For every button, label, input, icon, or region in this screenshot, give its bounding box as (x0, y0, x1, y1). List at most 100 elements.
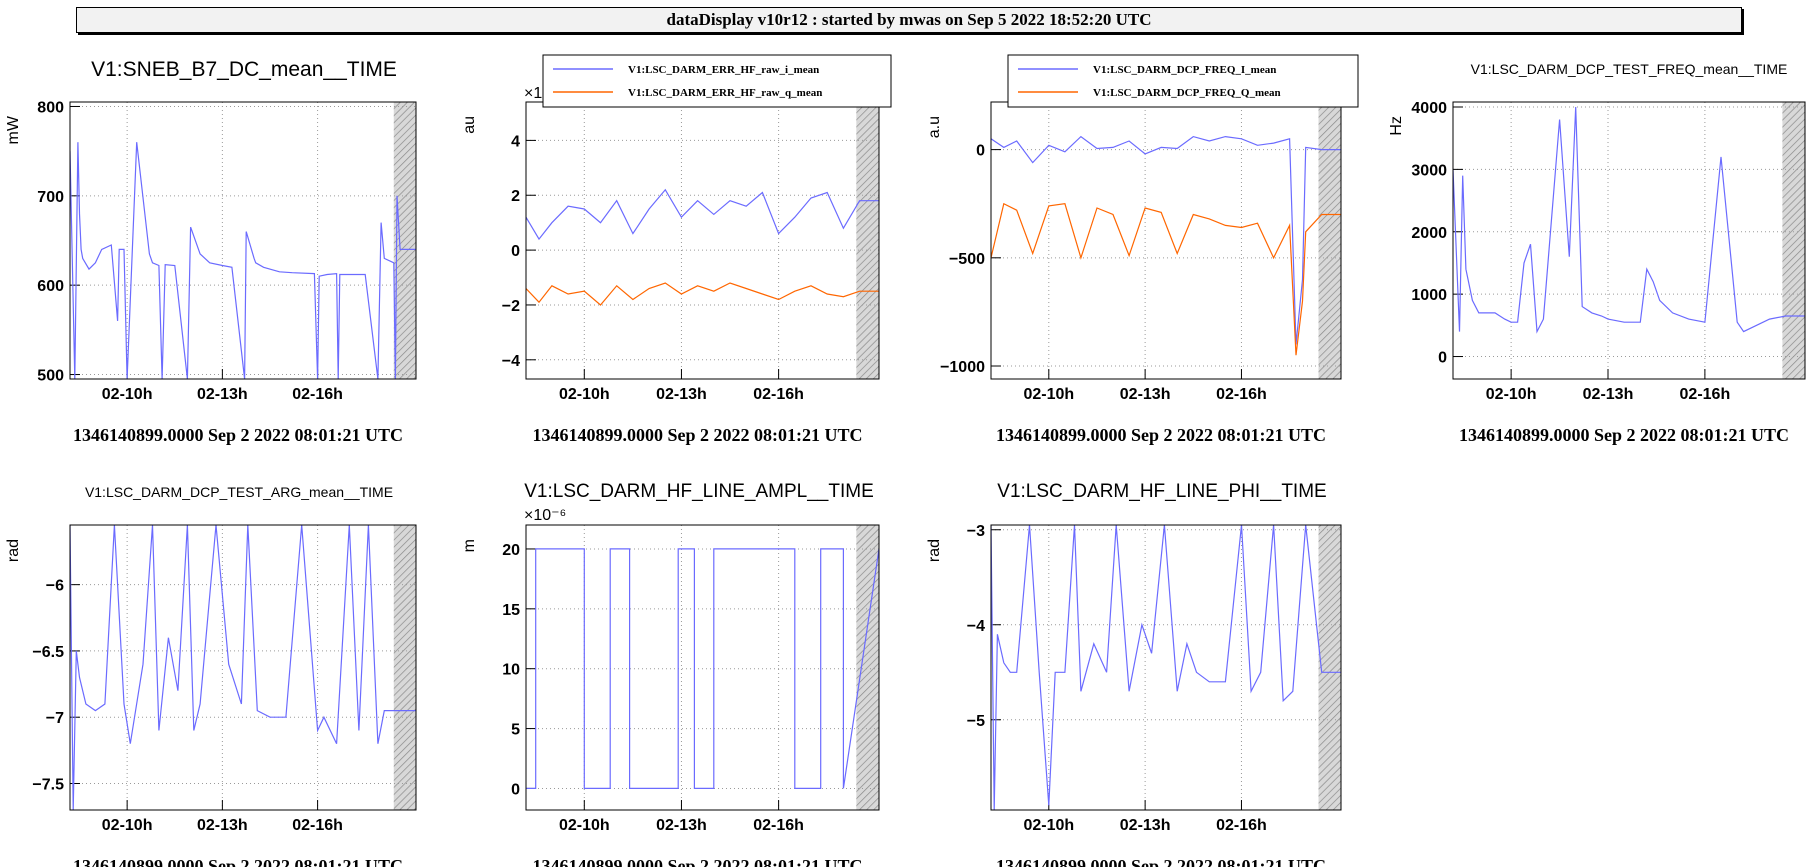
chart-title: V1:LSC_DARM_HF_LINE_PHI__TIME (997, 481, 1326, 502)
x-tick-label: 02-10h (102, 817, 153, 834)
y-axis-label: au (461, 116, 478, 134)
y-tick-label: 0 (976, 143, 985, 160)
x-tick-label: 02-16h (1216, 817, 1267, 834)
chart-panel-3: −1000 −500 0 02-10h 02-13h 02-16h a.u V1:LSC_DA… (926, 54, 1359, 445)
timestamp-footer: 1346140899.0000 Sep 2 2022 08:01:21 UTC (996, 856, 1326, 867)
y-tick-label: −3 (967, 523, 985, 540)
timestamp-footer: 1346140899.0000 Sep 2 2022 08:01:21 UTC (532, 425, 862, 445)
x-tick-label: 02-16h (292, 817, 343, 834)
y-tick-label: 2000 (1411, 225, 1447, 242)
y-tick-label: −500 (949, 251, 985, 268)
y-tick-label: 0 (1438, 350, 1447, 367)
chart-panel-6: 0 5 10 15 20 02-10h 02-13h 02-16h m ×10⁻⁶ V1:LSC_D… (461, 481, 880, 867)
y-axis-label: m (461, 539, 478, 552)
y-axis-label: a.u (926, 116, 943, 138)
y-tick-label: 500 (37, 368, 64, 385)
x-tick-label: 02-13h (1120, 817, 1171, 834)
y-tick-label: 4000 (1411, 100, 1447, 117)
y-tick-label: 800 (37, 99, 64, 116)
y-tick-label: 20 (502, 542, 520, 559)
y-tick-label: −6 (46, 578, 64, 595)
y-tick-label: −7.5 (32, 776, 64, 793)
y-tick-label: −4 (502, 353, 520, 370)
y-tick-label: −6.5 (32, 644, 64, 661)
axis-exponent: ×10⁻⁶ (524, 507, 566, 524)
timestamp-footer: 1346140899.0000 Sep 2 2022 08:01:21 UTC (73, 856, 403, 867)
y-tick-label: −1000 (940, 359, 985, 376)
y-tick-label: −5 (967, 713, 985, 730)
y-tick-label: 15 (502, 602, 520, 619)
x-tick-label: 02-13h (197, 386, 248, 403)
x-tick-label: 02-10h (559, 386, 610, 403)
timestamp-footer: 1346140899.0000 Sep 2 2022 08:01:21 UTC (1459, 425, 1789, 445)
no-data-region (393, 102, 416, 379)
y-tick-label: 0 (511, 243, 520, 260)
y-tick-label: −4 (967, 618, 985, 635)
x-tick-label: 02-10h (102, 386, 153, 403)
y-tick-label: 10 (502, 662, 520, 679)
y-axis-label: mW (5, 115, 22, 144)
y-axis-label: rad (926, 539, 943, 562)
legend-entry: V1:LSC_DARM_ERR_HF_raw_i_mean (628, 64, 819, 76)
axis-exponent: ×1 (524, 85, 542, 102)
plot-frame (1452, 101, 1806, 380)
x-tick-label: 02-13h (656, 817, 707, 834)
legend: V1:LSC_DARM_ERR_HF_raw_i_mean V1:LSC_DARM… (542, 54, 892, 108)
chart-panel-5: −7.5 −7 −6.5 −6 02-10h 02-13h 02-16h rad V1:LSC_… (5, 484, 417, 867)
timestamp-footer: 1346140899.0000 Sep 2 2022 08:01:21 UTC (532, 856, 862, 867)
x-tick-label: 02-10h (1023, 386, 1074, 403)
y-tick-label: 2 (511, 188, 520, 205)
no-data-region (393, 525, 416, 810)
plot-area (526, 525, 879, 810)
plot-frame (69, 524, 417, 811)
plot-area (991, 525, 1341, 810)
series-line-2 (991, 202, 1341, 356)
chart-title: V1:LSC_DARM_DCP_TEST_ARG_mean__TIME (85, 484, 393, 500)
y-tick-label: 700 (37, 189, 64, 206)
legend: V1:LSC_DARM_DCP_FREQ_I_mean V1:LSC_DARM_D… (1007, 54, 1359, 108)
timestamp-footer: 1346140899.0000 Sep 2 2022 08:01:21 UTC (996, 425, 1326, 445)
plot-area (991, 102, 1341, 379)
no-data-region (856, 102, 879, 379)
plot-area (70, 102, 416, 379)
plot-area (526, 102, 879, 379)
y-axis-label: Hz (1388, 116, 1405, 136)
plot-area (1453, 102, 1805, 379)
chart-panel-1: 500 600 700 800 02-10h 02-13h 02-16h mW V1:SNEB_… (5, 58, 417, 445)
x-tick-label: 02-13h (1120, 386, 1171, 403)
chart-title: V1:LSC_DARM_HF_LINE_AMPL__TIME (524, 481, 874, 502)
y-tick-label: −2 (502, 298, 520, 315)
x-tick-label: 02-16h (292, 386, 343, 403)
x-tick-label: 02-16h (1216, 386, 1267, 403)
display-banner: dataDisplay v10r12 : started by mwas on … (76, 7, 1742, 33)
y-tick-label: 1000 (1411, 287, 1447, 304)
x-tick-label: 02-10h (1486, 386, 1537, 403)
y-axis-label: rad (5, 539, 22, 562)
y-tick-label: −7 (46, 710, 64, 727)
x-tick-label: 02-16h (753, 386, 804, 403)
plot-frame (990, 524, 1342, 811)
legend-entry: V1:LSC_DARM_DCP_FREQ_I_mean (1093, 64, 1276, 76)
x-tick-label: 02-13h (1583, 386, 1634, 403)
x-tick-label: 02-10h (1023, 817, 1074, 834)
series-line-1 (70, 142, 416, 379)
chart-panel-7: −5 −4 −3 02-10h 02-13h 02-16h rad V1:LSC_DARM_H… (926, 481, 1342, 867)
x-tick-label: 02-16h (753, 817, 804, 834)
y-tick-label: 5 (511, 722, 520, 739)
series-line-1 (1453, 106, 1805, 334)
x-tick-label: 02-13h (197, 817, 248, 834)
series-line-2 (526, 282, 879, 306)
y-tick-label: 0 (511, 781, 520, 798)
plot-frame (69, 101, 417, 380)
series-line-1 (526, 548, 879, 789)
no-data-region (856, 525, 879, 810)
plot-frame (525, 524, 880, 811)
chart-title: V1:SNEB_B7_DC_mean__TIME (91, 58, 397, 81)
x-tick-label: 02-13h (656, 386, 707, 403)
y-tick-label: 3000 (1411, 162, 1447, 179)
y-tick-label: 600 (37, 278, 64, 295)
legend-entry: V1:LSC_DARM_DCP_FREQ_Q_mean (1093, 87, 1281, 99)
chart-panel-4: 0 1000 2000 3000 4000 02-10h 02-13h 02-16h Hz V1:… (1388, 61, 1806, 445)
